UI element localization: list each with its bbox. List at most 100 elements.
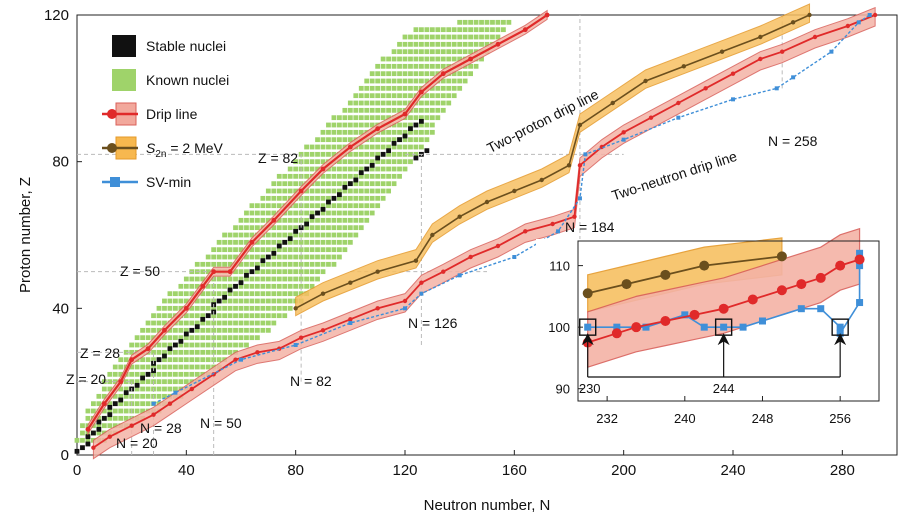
known-nucleus xyxy=(347,166,353,172)
known-nucleus xyxy=(369,137,375,143)
known-nucleus xyxy=(112,364,118,370)
inset-s2n-point xyxy=(582,288,593,299)
known-nucleus xyxy=(468,19,473,25)
known-nucleus xyxy=(402,56,408,62)
known-nucleus xyxy=(397,49,402,55)
inset-plot: 232 240 248 256 90 100 110 230 244 xyxy=(536,227,889,435)
inset-sv-min-point xyxy=(797,305,805,313)
known-nucleus xyxy=(211,342,217,348)
known-nucleus xyxy=(222,239,227,245)
known-nucleus xyxy=(462,27,468,33)
known-nucleus xyxy=(134,408,140,414)
known-nucleus xyxy=(337,144,342,150)
known-nucleus xyxy=(375,203,381,209)
known-nucleus xyxy=(342,115,348,121)
known-nucleus xyxy=(271,247,277,253)
known-nucleus xyxy=(429,71,435,77)
stable-nucleus xyxy=(260,258,266,264)
known-nucleus xyxy=(298,254,304,260)
known-nucleus xyxy=(134,386,140,392)
known-nucleus xyxy=(326,129,331,135)
known-nucleus xyxy=(429,129,435,135)
inset-sv-min-point xyxy=(584,323,592,331)
known-nucleus xyxy=(134,335,140,341)
two-proton-drip-point xyxy=(85,426,91,432)
inset-drip-point xyxy=(611,328,622,339)
known-nucleus xyxy=(134,364,140,370)
known-nucleus xyxy=(216,357,222,363)
known-nucleus xyxy=(276,217,282,223)
known-nucleus xyxy=(293,247,299,253)
known-nucleus xyxy=(369,151,375,157)
known-nucleus xyxy=(457,71,463,77)
known-nucleus xyxy=(337,254,342,260)
s2n-point xyxy=(457,214,462,219)
sv-min-point xyxy=(293,343,298,347)
known-nucleus xyxy=(194,335,200,341)
known-nucleus xyxy=(101,408,107,414)
known-nucleus xyxy=(265,320,271,326)
known-nucleus xyxy=(315,203,320,209)
stable-nucleus xyxy=(358,170,364,176)
known-nucleus xyxy=(342,188,348,194)
known-nucleus xyxy=(331,217,337,223)
known-nucleus xyxy=(271,210,277,216)
known-nucleus xyxy=(342,247,348,253)
two-neutron-drip-point xyxy=(648,115,654,120)
known-nucleus xyxy=(391,166,397,172)
known-nucleus xyxy=(167,349,173,355)
known-nucleus xyxy=(353,122,359,128)
known-nucleus xyxy=(107,386,113,392)
known-nucleus xyxy=(424,137,430,143)
known-nucleus xyxy=(162,305,167,311)
known-nucleus xyxy=(457,19,463,25)
known-nucleus xyxy=(140,386,145,392)
stable-nucleus xyxy=(183,331,189,337)
known-nucleus xyxy=(178,335,184,341)
known-nucleus xyxy=(495,27,501,33)
known-nucleus xyxy=(298,276,304,282)
known-nucleus xyxy=(320,203,326,209)
known-nucleus xyxy=(244,210,249,216)
known-nucleus xyxy=(408,34,413,40)
known-nucleus xyxy=(429,85,435,91)
two-neutron-drip-point xyxy=(621,130,626,135)
stable-nucleus xyxy=(80,445,85,451)
known-nucleus xyxy=(451,41,457,47)
known-nucleus xyxy=(358,225,364,231)
known-nucleus xyxy=(369,78,375,84)
two-proton-drip-point xyxy=(271,217,277,223)
known-nucleus xyxy=(151,349,156,355)
known-nucleus xyxy=(331,239,337,245)
known-nucleus xyxy=(413,85,419,91)
stable-nucleus xyxy=(424,148,430,154)
known-nucleus xyxy=(282,173,288,179)
stable-nucleus xyxy=(167,346,173,352)
known-nucleus xyxy=(468,63,473,69)
known-nucleus xyxy=(249,232,255,238)
known-nucleus xyxy=(358,151,364,157)
known-nucleus xyxy=(227,313,233,319)
known-nucleus xyxy=(233,335,238,341)
known-nucleus xyxy=(118,386,124,392)
inset-drip-point xyxy=(854,254,865,265)
known-nucleus xyxy=(244,239,249,245)
s2n-point xyxy=(293,306,298,311)
known-nucleus xyxy=(402,122,408,128)
known-nucleus xyxy=(369,85,375,91)
two-proton-drip-point xyxy=(249,239,255,245)
known-nucleus xyxy=(227,320,233,326)
sv-min-point xyxy=(348,321,353,325)
known-nucleus xyxy=(265,283,271,289)
known-nucleus xyxy=(233,327,238,333)
known-nucleus xyxy=(244,283,249,289)
known-nucleus xyxy=(189,320,195,326)
known-nucleus xyxy=(183,342,189,348)
known-nucleus xyxy=(369,159,375,165)
known-nucleus xyxy=(276,305,282,311)
known-nucleus xyxy=(315,254,320,260)
known-nucleus xyxy=(233,247,238,253)
y-tick-label: 40 xyxy=(52,300,69,317)
known-nucleus xyxy=(473,41,479,47)
known-nucleus xyxy=(413,41,419,47)
